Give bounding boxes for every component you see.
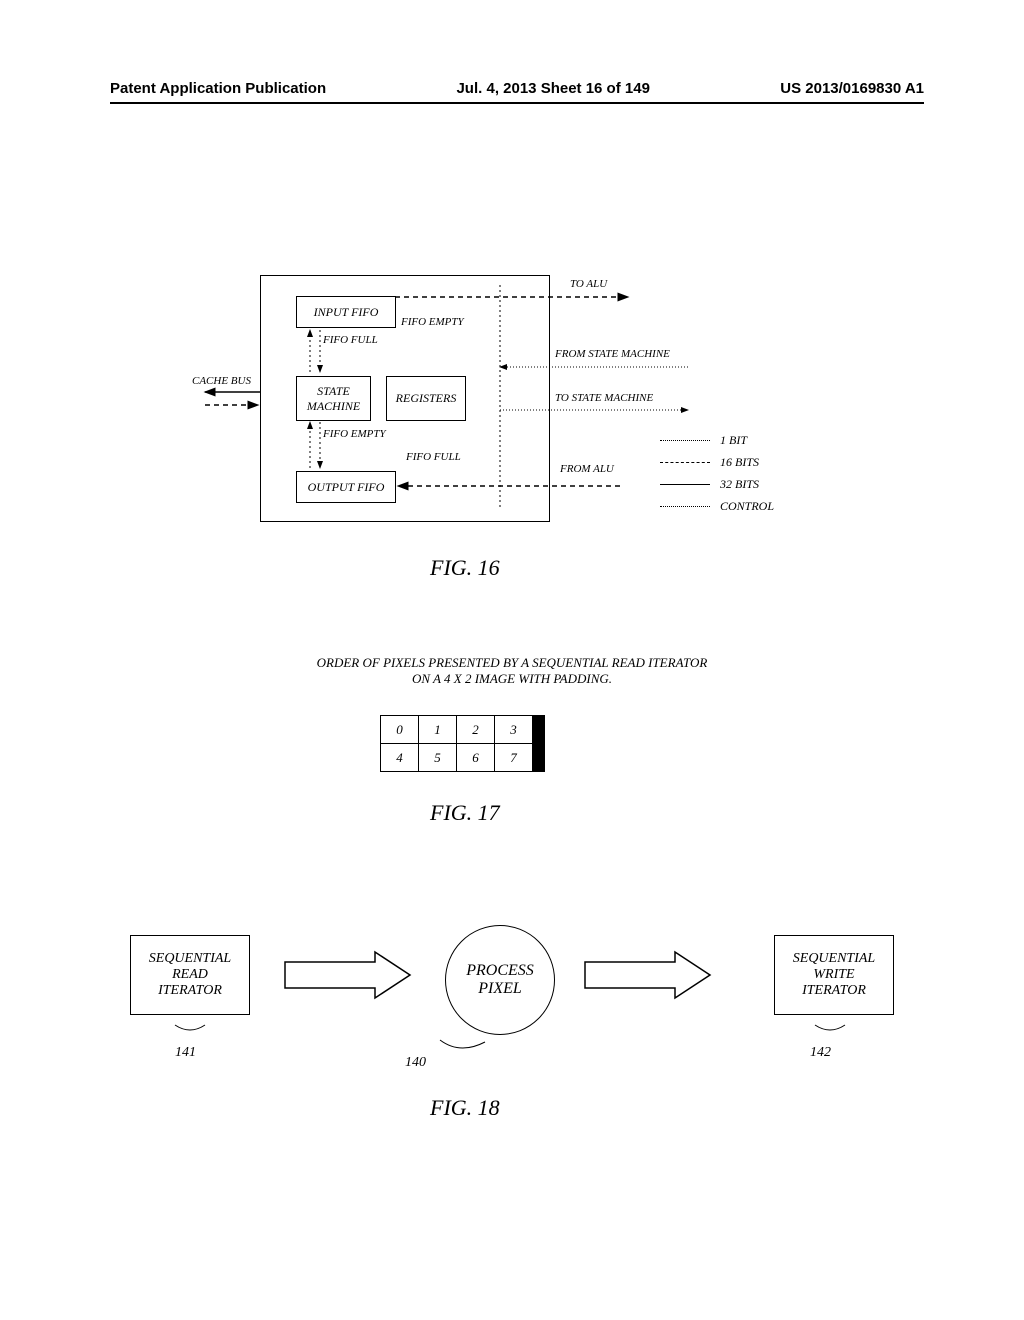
padding-cell <box>533 716 545 744</box>
fig17-caption-line1: ORDER OF PIXELS PRESENTED BY A SEQUENTIA… <box>0 655 1024 671</box>
from-state-machine-label: FROM STATE MACHINE <box>555 348 670 360</box>
read-iterator-box: SEQUENTIAL READ ITERATOR <box>130 935 250 1015</box>
state-machine-box: STATE MACHINE <box>296 376 371 421</box>
output-fifo-box: OUTPUT FIFO <box>296 471 396 503</box>
fig18-caption: FIG. 18 <box>430 1095 500 1121</box>
cell: 6 <box>457 744 495 772</box>
input-fifo-box: INPUT FIFO <box>296 296 396 328</box>
table-row: 4 5 6 7 <box>381 744 545 772</box>
header-right: US 2013/0169830 A1 <box>780 80 924 97</box>
fig16-caption: FIG. 16 <box>430 555 500 581</box>
legend-16bits: 16 BITS <box>720 455 759 470</box>
from-alu-label: FROM ALU <box>560 463 614 475</box>
fifo-empty-bot-label: FIFO EMPTY <box>323 428 386 440</box>
cache-bus-label: CACHE BUS <box>192 375 251 387</box>
page-header: Patent Application Publication Jul. 4, 2… <box>110 80 924 97</box>
cell: 5 <box>419 744 457 772</box>
cell: 7 <box>495 744 533 772</box>
fifo-full-top-label: FIFO FULL <box>323 334 378 346</box>
write-iterator-box: SEQUENTIAL WRITE ITERATOR <box>774 935 894 1015</box>
to-alu-label: TO ALU <box>570 278 607 290</box>
legend-1bit: 1 BIT <box>720 433 747 448</box>
table-row: 0 1 2 3 <box>381 716 545 744</box>
fig16-diagram: INPUT FIFO STATE MACHINE REGISTERS OUTPU… <box>260 275 550 522</box>
ref-142: 142 <box>810 1045 831 1061</box>
fig17-caption-line2: ON A 4 X 2 IMAGE WITH PADDING. <box>0 671 1024 687</box>
fig16-legend: 1 BIT 16 BITS 32 BITS CONTROL <box>660 432 774 520</box>
cell: 2 <box>457 716 495 744</box>
cell: 4 <box>381 744 419 772</box>
registers-box: REGISTERS <box>386 376 466 421</box>
fig17-text: ORDER OF PIXELS PRESENTED BY A SEQUENTIA… <box>0 655 1024 687</box>
fig17-table: 0 1 2 3 4 5 6 7 <box>380 715 545 772</box>
to-state-machine-label: TO STATE MACHINE <box>555 392 653 404</box>
fig18-diagram: SEQUENTIAL READ ITERATOR PROCESS PIXEL S… <box>130 930 894 1060</box>
header-left: Patent Application Publication <box>110 80 326 97</box>
page: Patent Application Publication Jul. 4, 2… <box>0 0 1024 1320</box>
ref-140: 140 <box>405 1055 426 1071</box>
fig17-caption: FIG. 17 <box>430 800 500 826</box>
cell: 3 <box>495 716 533 744</box>
cell: 1 <box>419 716 457 744</box>
process-pixel-circle: PROCESS PIXEL <box>445 925 555 1035</box>
ref-141: 141 <box>175 1045 196 1061</box>
legend-32bits: 32 BITS <box>720 477 759 492</box>
fifo-full-bot-label: FIFO FULL <box>406 451 461 463</box>
padding-cell <box>533 744 545 772</box>
cell: 0 <box>381 716 419 744</box>
header-center: Jul. 4, 2013 Sheet 16 of 149 <box>456 80 649 97</box>
header-rule <box>110 102 924 104</box>
fifo-empty-top-label: FIFO EMPTY <box>401 316 464 328</box>
legend-control: CONTROL <box>720 499 774 514</box>
